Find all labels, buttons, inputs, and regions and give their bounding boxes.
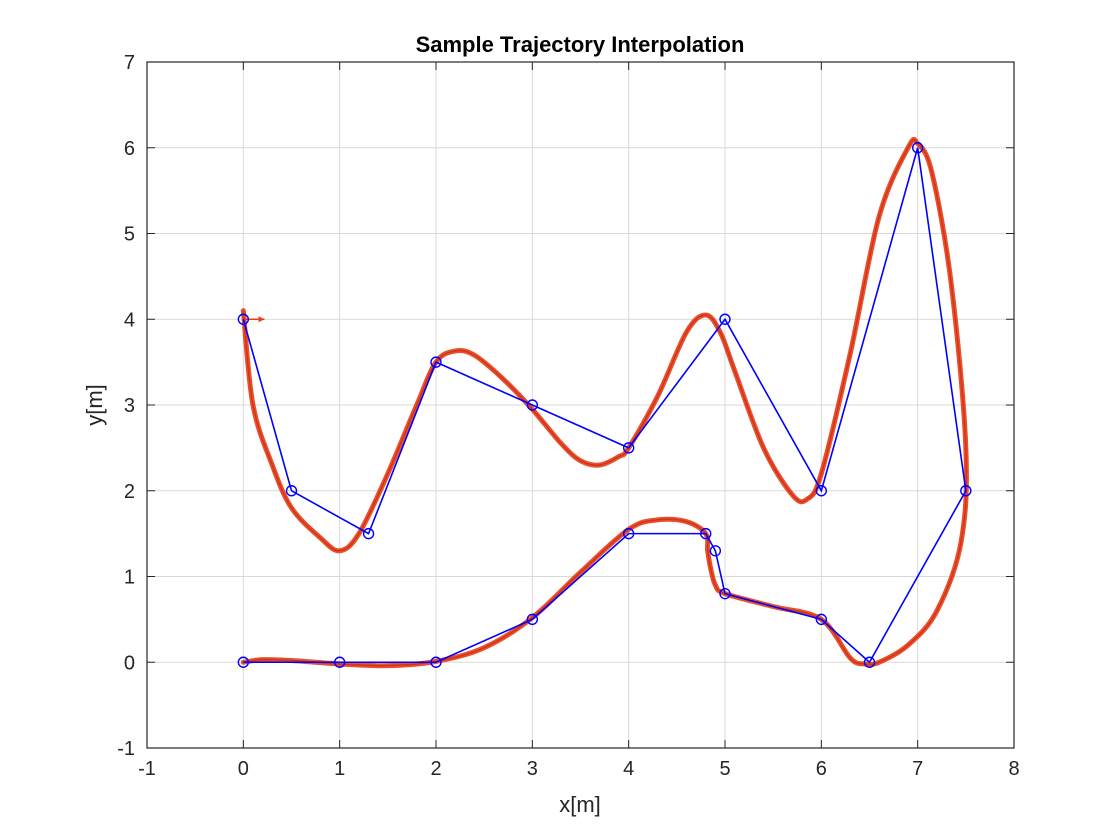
axes — [146, 61, 1015, 749]
chart-title: Sample Trajectory Interpolation — [416, 32, 745, 57]
waypoint-marker — [362, 527, 375, 540]
waypoint-marker — [333, 656, 346, 668]
tick-labels: -1 0 1 2 3 4 5 6 7 8 -1 0 1 2 3 4 5 6 7 — [117, 52, 1019, 780]
x-tick-label: 0 — [238, 758, 249, 780]
waypoint-marker — [622, 442, 635, 454]
x-axis-label: x[m] — [559, 792, 601, 817]
waypoint-marker — [700, 527, 712, 540]
y-tick-label: 1 — [124, 567, 135, 589]
x-tick-label: 2 — [430, 758, 441, 780]
grid — [146, 61, 1015, 749]
waypoint-marker — [815, 613, 828, 626]
y-tick-label: 6 — [124, 138, 135, 160]
waypoint-layer — [237, 142, 972, 668]
x-tick-label: 7 — [912, 758, 923, 780]
x-tick-label: 6 — [816, 758, 827, 780]
x-tick-label: 1 — [334, 758, 345, 780]
waypoint-marker — [719, 313, 731, 325]
y-tick-label: 7 — [124, 52, 135, 74]
y-tick-label: 2 — [124, 481, 135, 503]
waypoint-marker — [526, 399, 539, 411]
x-tick-label: 3 — [527, 758, 538, 780]
waypoint-marker — [622, 527, 635, 540]
y-tick-label: 0 — [124, 652, 135, 674]
waypoint-marker — [960, 485, 972, 497]
y-tick-label: 4 — [124, 309, 135, 331]
heading-arrow-head — [258, 316, 265, 323]
waypoint-marker — [709, 545, 722, 557]
waypoint-marker — [237, 313, 250, 325]
y-tick-label: 3 — [124, 395, 135, 417]
waypoint-marker — [719, 587, 731, 600]
x-tick-label: 8 — [1008, 758, 1019, 780]
waypoint-marker — [911, 142, 924, 154]
y-tick-label: -1 — [117, 738, 135, 760]
waypoint-marker — [430, 356, 442, 368]
waypoint-marker — [430, 656, 442, 668]
series-waypoints-line — [242, 147, 967, 664]
y-axis-label: y[m] — [82, 384, 107, 426]
waypoint-marker — [863, 656, 876, 668]
y-tick-label: 5 — [124, 224, 135, 246]
waypoint-marker — [237, 656, 250, 668]
waypoint-marker — [285, 485, 298, 497]
waypoint-marker — [815, 485, 828, 497]
series-trajectory-core — [242, 138, 968, 667]
x-tick-label: 4 — [623, 758, 634, 780]
waypoint-marker — [526, 613, 539, 626]
x-tick-label: -1 — [138, 758, 156, 780]
trajectory-layer — [240, 136, 969, 669]
x-tick-label: 5 — [719, 758, 730, 780]
